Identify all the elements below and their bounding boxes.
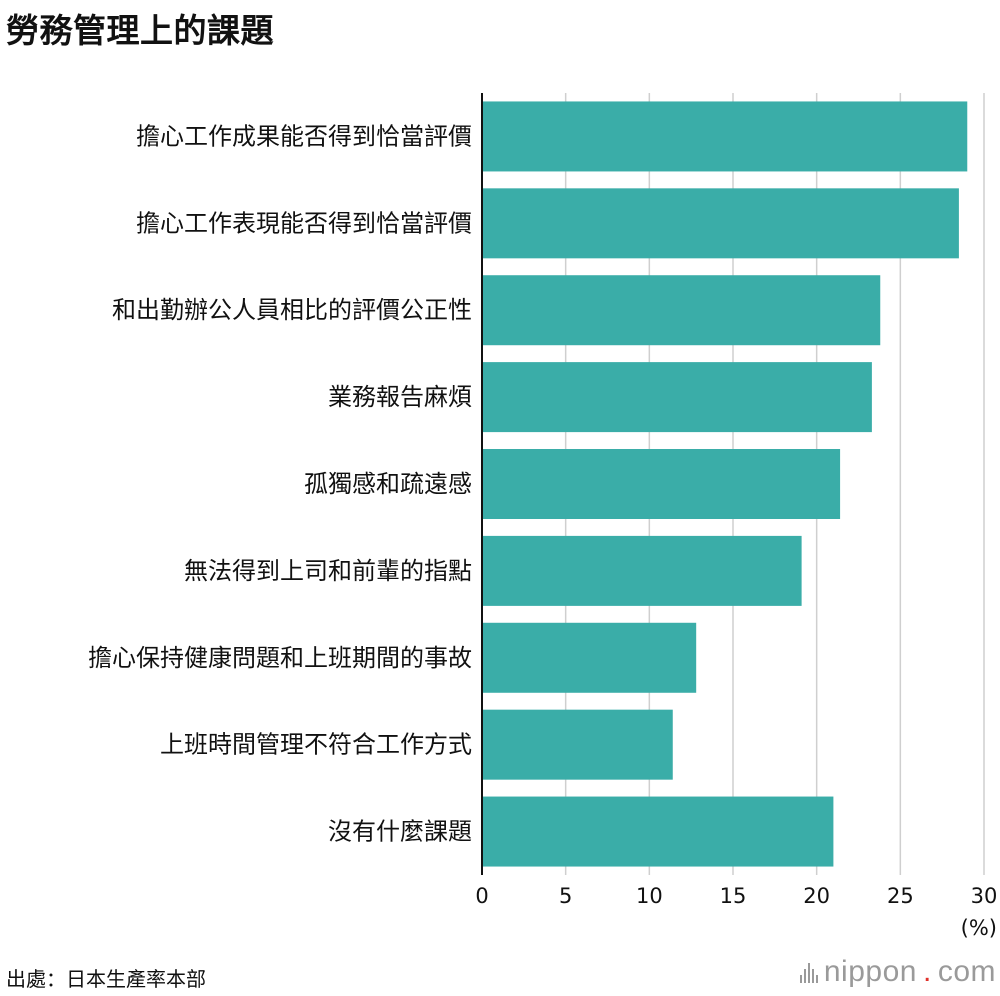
x-tick-label: 25 — [887, 884, 914, 908]
x-tick-label: 0 — [475, 884, 488, 908]
category-label: 擔心工作成果能否得到恰當評價 — [136, 122, 472, 150]
nippon-logo-icon — [799, 961, 818, 983]
bar — [482, 275, 881, 346]
brand-name: nippon — [823, 955, 917, 988]
bar — [482, 188, 959, 259]
category-label: 沒有什麼課題 — [328, 818, 472, 846]
category-label: 業務報告麻煩 — [328, 383, 472, 411]
x-unit-label: (%) — [961, 916, 997, 940]
x-tick-label: 10 — [636, 884, 663, 908]
bar — [482, 709, 673, 780]
bar — [482, 796, 834, 867]
bar — [482, 449, 841, 519]
source-note: 出處：日本生產率本部 — [6, 967, 206, 991]
category-label: 和出勤辦公人員相比的評價公正性 — [112, 296, 472, 324]
bar — [482, 101, 968, 172]
x-tick-label: 30 — [971, 884, 998, 908]
category-label: 擔心保持健康問題和上班期間的事故 — [88, 644, 472, 672]
brand-dot: . — [922, 955, 932, 988]
bar — [482, 622, 697, 693]
x-tick-label: 20 — [803, 884, 830, 908]
brand-logo: nippon. com — [799, 955, 996, 989]
category-label: 擔心工作表現能否得到恰當評價 — [136, 209, 472, 237]
category-label: 孤獨感和疏遠感 — [304, 470, 472, 498]
x-tick-label: 5 — [559, 884, 572, 908]
bar — [482, 535, 802, 606]
category-label: 無法得到上司和前輩的指點 — [184, 557, 472, 585]
x-tick-label: 15 — [720, 884, 747, 908]
category-label: 上班時間管理不符合工作方式 — [160, 731, 472, 759]
chart-title: 勞務管理上的課題 — [6, 11, 274, 50]
bar — [482, 362, 872, 433]
brand-suffix: com — [937, 955, 996, 988]
